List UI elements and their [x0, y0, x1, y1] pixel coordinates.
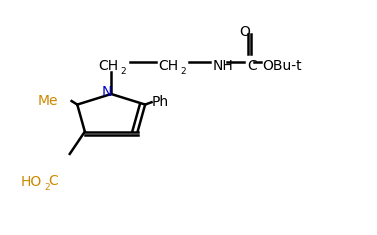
Text: C: C	[48, 174, 58, 188]
Text: C: C	[247, 59, 257, 73]
Text: 2: 2	[180, 67, 186, 76]
Text: 2: 2	[120, 67, 126, 76]
Text: 2: 2	[44, 184, 50, 192]
Text: OBu-t: OBu-t	[262, 59, 302, 73]
Text: CH: CH	[158, 59, 178, 73]
Text: N: N	[101, 85, 112, 99]
Text: NH: NH	[213, 59, 234, 73]
Text: HO: HO	[21, 175, 42, 189]
Text: CH: CH	[98, 59, 118, 73]
Text: Ph: Ph	[152, 95, 169, 109]
Text: Me: Me	[38, 94, 58, 108]
Text: O: O	[239, 25, 250, 39]
